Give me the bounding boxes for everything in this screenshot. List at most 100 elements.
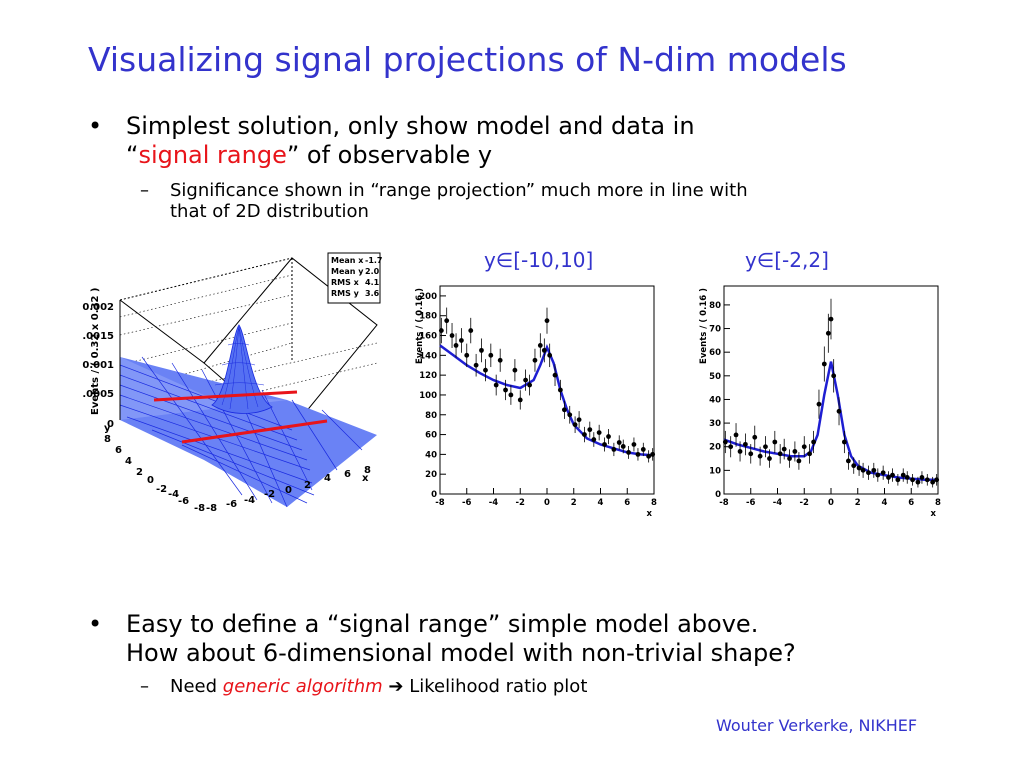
data-point <box>801 444 807 450</box>
data-point <box>816 401 822 407</box>
data-point <box>606 434 611 439</box>
data-point <box>512 367 518 373</box>
data-point <box>449 333 455 338</box>
y-tick-label: 0 <box>431 490 437 500</box>
data-point <box>787 456 792 461</box>
data-point <box>733 432 739 438</box>
x-tick: 0 <box>285 485 292 496</box>
y-tick: -8 <box>194 503 205 514</box>
x-tick: -8 <box>206 503 217 514</box>
data-point <box>483 367 488 373</box>
data-point <box>567 412 573 418</box>
y-tick: 8 <box>104 434 111 445</box>
data-point <box>781 446 787 452</box>
y-tick-label: 80 <box>425 411 437 421</box>
y-tick-label: 20 <box>425 470 437 480</box>
y-axis-label: Events / ( 0.16 ) <box>415 288 425 364</box>
signal-range-highlight: signal range <box>138 141 287 169</box>
data-point <box>737 449 743 454</box>
data-point <box>517 397 523 403</box>
data-point <box>752 434 758 440</box>
sub-bullet-2-suffix: Likelihood ratio plot <box>403 676 588 697</box>
data-point <box>915 479 921 485</box>
stat-value: 2.0 <box>365 267 380 276</box>
data-point <box>772 439 778 445</box>
data-point <box>611 447 617 452</box>
y-tick-label: 180 <box>419 312 437 322</box>
sub-bullet-1-text: Significance shown in “range projection”… <box>170 180 748 222</box>
data-point <box>836 408 842 414</box>
z-tick: 0.0005 <box>82 389 114 400</box>
data-point <box>767 456 772 461</box>
data-point <box>468 328 474 333</box>
y-tick-label: 50 <box>709 372 721 382</box>
data-point <box>464 352 470 358</box>
x-axis-label: x <box>647 509 653 519</box>
y-tick-label: 20 <box>709 443 721 453</box>
data-point <box>547 352 553 358</box>
quote-open: “ <box>126 141 139 169</box>
data-point <box>930 479 936 485</box>
y-tick: -6 <box>178 496 189 507</box>
data-point <box>757 453 763 459</box>
range-label-wide: y∈[-10,10] <box>484 248 594 272</box>
data-point <box>596 430 602 435</box>
data-point <box>828 316 834 322</box>
x-tick-label: -4 <box>773 498 783 508</box>
data-point <box>444 318 450 324</box>
x-tick-label: -4 <box>489 498 499 508</box>
footer-author: Wouter Verkerke, NIKHEF <box>716 716 918 735</box>
sub-bullet-1-line-2: that of 2D distribution <box>170 201 369 222</box>
y-tick-label: 120 <box>419 371 437 381</box>
x-tick: 2 <box>304 480 311 491</box>
data-point <box>866 470 871 476</box>
dash-marker: – <box>140 180 149 201</box>
stat-value: -1.7 <box>365 256 382 265</box>
x-tick-label: 8 <box>651 498 657 508</box>
x-tick: 4 <box>324 473 331 484</box>
surface-plot-3d: Events / ( 0.32 x 0.32 ) 0.002 0.0015 0.… <box>82 252 382 514</box>
data-point <box>934 477 940 483</box>
z-axis-label: Events / ( 0.32 x 0.32 ) <box>90 288 101 415</box>
data-point <box>919 475 925 480</box>
data-point <box>845 458 851 464</box>
data-point <box>811 439 817 445</box>
data-point <box>497 357 503 363</box>
y-tick: 0 <box>147 475 154 486</box>
z-tick: 0 <box>107 419 114 430</box>
data-point <box>900 472 906 478</box>
y-tick-label: 80 <box>709 301 721 311</box>
data-point <box>453 343 459 348</box>
data-point <box>532 357 538 363</box>
bullet-1-line-2-rest: ” of observable y <box>286 141 493 169</box>
x-axis-label: x <box>931 509 937 519</box>
data-point <box>582 432 587 437</box>
data-point <box>851 463 857 469</box>
data-point <box>792 449 798 454</box>
stat-name: RMS x <box>331 278 360 287</box>
y-tick: -2 <box>156 484 167 495</box>
arrow-icon: ➔ <box>388 676 404 697</box>
x-axis-label: x <box>362 473 369 484</box>
stats-box: Mean x -1.7 Mean y 2.0 RMS x 4.1 RMS y 3… <box>327 252 382 304</box>
x-tick-label: 8 <box>935 498 941 508</box>
projection-chart-wide: 0 20 40 60 80 100 120 140 160 180 200 -8 -6 -4 -2 0 2 4 6 8… <box>415 285 657 519</box>
bullet-2-text: Easy to define a “signal range” simple m… <box>126 610 796 668</box>
data-point <box>616 440 622 445</box>
y-tick-label: 10 <box>709 466 721 476</box>
stat-name: Mean y <box>331 267 364 276</box>
stat-value: 3.6 <box>365 289 380 298</box>
y-tick-label: 70 <box>709 325 721 335</box>
generic-algorithm-highlight: generic algorithm <box>222 676 383 697</box>
data-point <box>895 477 901 483</box>
data-point <box>576 417 582 423</box>
data-point <box>587 427 593 433</box>
data-point <box>841 439 847 445</box>
data-point <box>880 470 886 476</box>
bullet-1-text: Simplest solution, only show model and d… <box>126 112 695 170</box>
data-point <box>825 330 831 336</box>
data-point <box>626 450 631 455</box>
data-point <box>748 451 754 457</box>
data-point <box>763 444 768 450</box>
x-tick-label: -2 <box>800 498 810 508</box>
